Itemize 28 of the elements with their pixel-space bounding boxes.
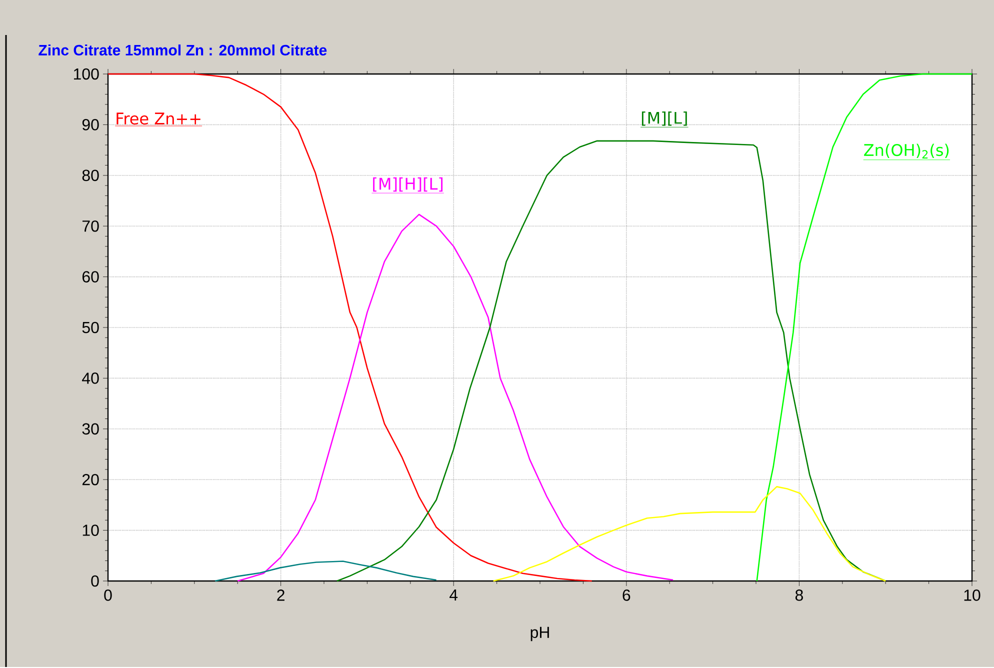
y-tick-label: 90 xyxy=(82,119,99,130)
line-series xyxy=(236,214,674,582)
line-series xyxy=(107,73,592,582)
text: Free Zn++ xyxy=(116,112,200,125)
y-tick-label: 0 xyxy=(91,575,99,587)
y-tick-label: 20 xyxy=(82,474,99,486)
y-tick-label: 30 xyxy=(82,423,99,435)
y-tick-label: 80 xyxy=(82,170,99,182)
line-series xyxy=(214,560,437,582)
y-tick-label: 60 xyxy=(82,271,99,283)
line-series xyxy=(492,486,886,582)
chart-title: Zinc Citrate 15mmol Zn : 20mmol Citrate xyxy=(38,44,327,56)
series-label: [M][L] xyxy=(642,112,687,126)
series-label: [M][H][L] xyxy=(373,178,443,192)
x-tick-label: 10 xyxy=(964,590,980,601)
x-tick-label: 2 xyxy=(277,590,284,601)
y-tick-label: 40 xyxy=(82,372,99,384)
series-label: Zn(OH)$_{2}$(s) xyxy=(864,144,949,159)
y-tick-label: 70 xyxy=(82,220,99,232)
y-tick-label: 50 xyxy=(82,322,99,334)
x-axis-title: pH xyxy=(530,626,549,642)
x-tick-label: 6 xyxy=(622,590,630,601)
y-tick-label: 100 xyxy=(74,68,99,80)
y-tick-label: 10 xyxy=(82,524,99,536)
line-series xyxy=(756,73,973,582)
x-tick-label: 0 xyxy=(104,590,112,601)
x-tick-label: 8 xyxy=(795,590,803,601)
x-tick-label: 4 xyxy=(450,590,458,601)
